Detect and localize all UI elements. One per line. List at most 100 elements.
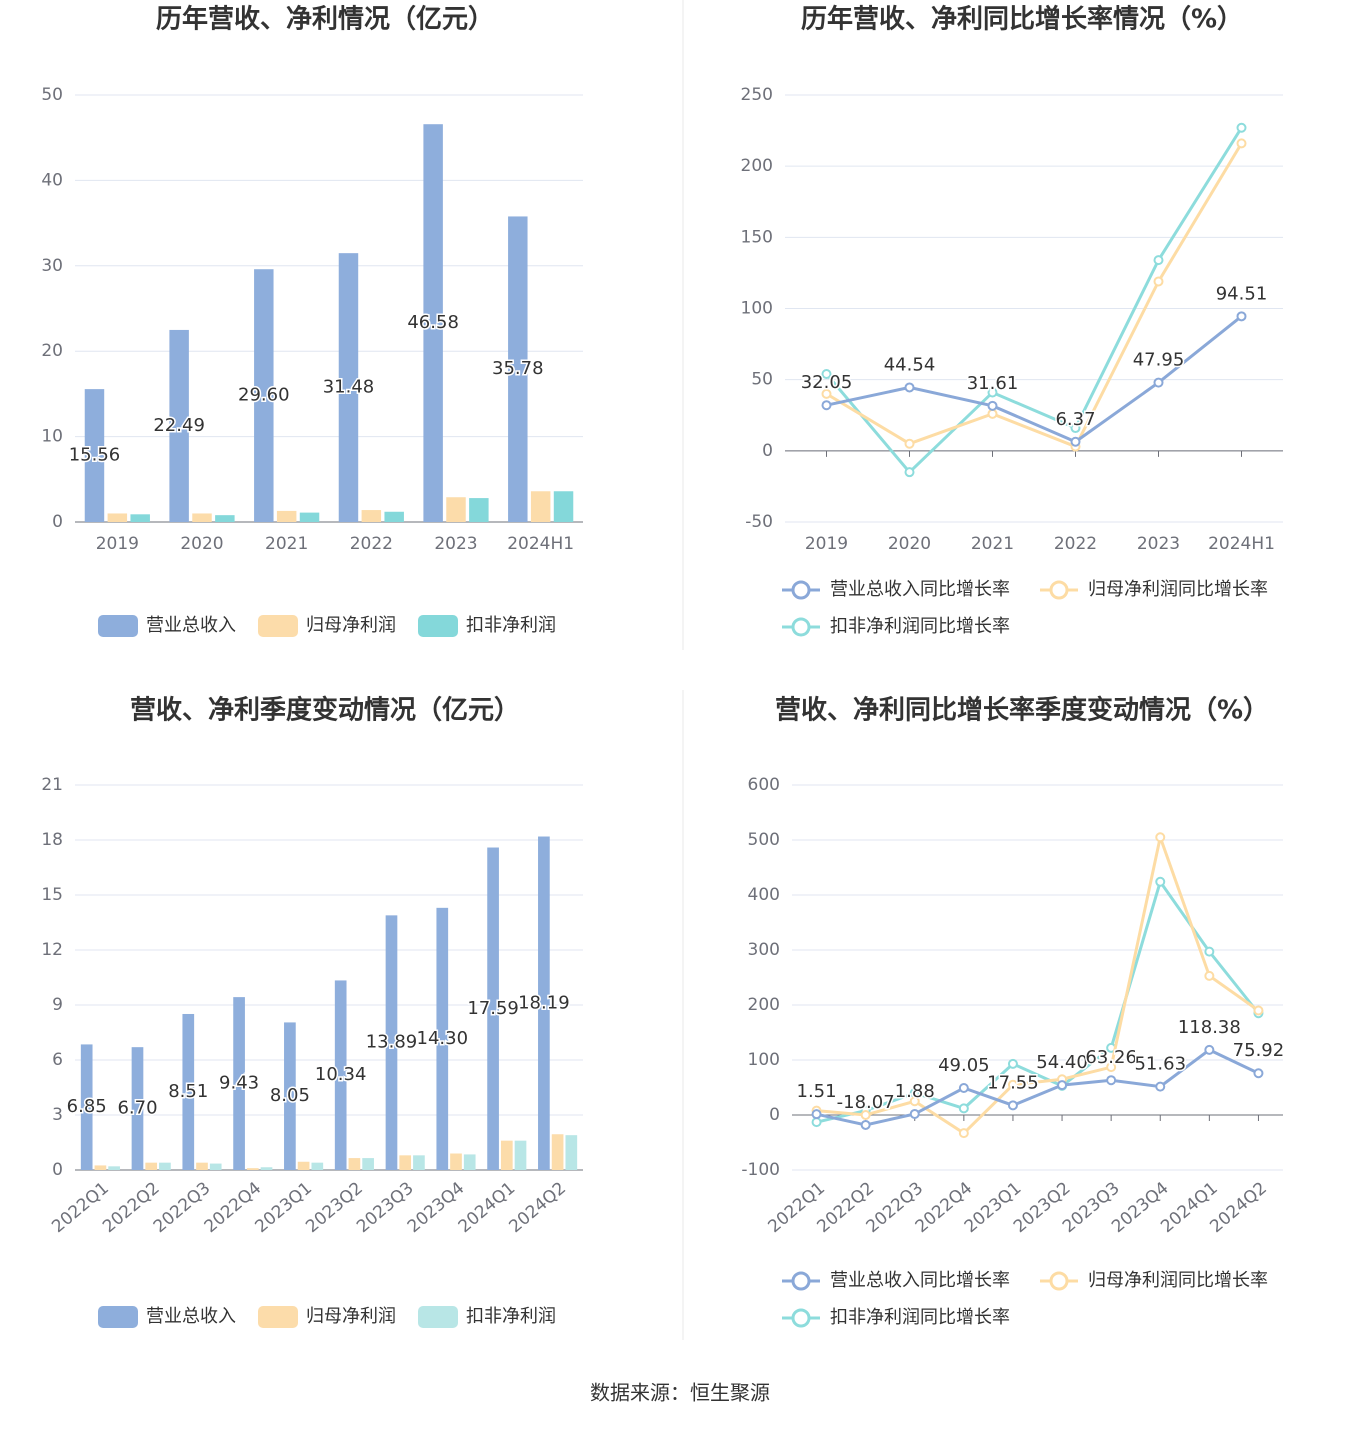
bar: [450, 1153, 462, 1170]
y-tick-label: 18: [41, 830, 63, 850]
bar: [530, 491, 551, 522]
legend-swatch: [1049, 580, 1069, 600]
y-tick-label: 200: [748, 995, 780, 1015]
legend-swatch: [98, 1306, 138, 1328]
y-tick-label: 250: [741, 85, 773, 105]
value-label: 8.51: [168, 1081, 208, 1102]
bar: [487, 847, 499, 1170]
point: [1007, 1079, 1018, 1090]
point: [811, 1117, 822, 1128]
value-label: 17.55: [987, 1072, 1039, 1093]
point: [821, 400, 832, 411]
x-tick-label: 2022Q1: [48, 1178, 113, 1237]
point: [1155, 876, 1166, 887]
y-tick-label: -50: [745, 512, 773, 532]
point: [1204, 970, 1215, 981]
bar: [254, 269, 274, 522]
x-tick-label: 2023Q2: [302, 1178, 367, 1237]
y-tick-label: 0: [52, 512, 63, 532]
point: [904, 467, 915, 478]
point: [958, 1128, 969, 1139]
bar: [94, 1165, 107, 1170]
value-label: 118.38: [1178, 1017, 1241, 1038]
y-tick-label: 50: [41, 85, 63, 105]
value-label: 31.48: [323, 377, 375, 398]
point: [904, 382, 915, 393]
point: [1106, 1075, 1117, 1086]
point: [987, 400, 998, 411]
bar: [514, 1140, 527, 1170]
bar: [413, 1155, 425, 1170]
chart-title: 营收、净利季度变动情况（亿元）: [130, 695, 520, 726]
x-tick-label: 2021: [971, 534, 1014, 554]
point: [1155, 832, 1166, 843]
y-tick-label: 100: [741, 299, 773, 319]
point: [987, 387, 998, 398]
legend-swatch: [791, 1271, 811, 1291]
bar: [209, 1163, 222, 1170]
x-tick-label: 2022Q3: [150, 1178, 215, 1237]
y-tick-label: 600: [748, 775, 780, 795]
y-tick-label: 30: [41, 256, 63, 276]
point: [1106, 1062, 1117, 1073]
legend-label: 扣非净利润同比增长率: [830, 616, 1010, 637]
chart-title: 营收、净利同比增长率季度变动情况（%）: [775, 695, 1269, 726]
point: [1070, 436, 1081, 447]
value-label: 47.95: [1133, 350, 1185, 371]
bar: [196, 1162, 208, 1170]
point: [958, 1083, 969, 1094]
point: [821, 368, 832, 379]
bar: [463, 1154, 476, 1170]
x-tick-label: 2022Q2: [99, 1178, 164, 1237]
value-label: 31.61: [967, 373, 1019, 394]
point: [1153, 255, 1164, 266]
value-label: 44.54: [884, 354, 936, 375]
point: [909, 1096, 920, 1107]
y-tick-label: 6: [52, 1050, 63, 1070]
point: [1007, 1058, 1018, 1069]
bar: [384, 511, 404, 522]
value-label: 8.05: [270, 1085, 310, 1106]
source: 数据来源：恒生聚源: [590, 1381, 770, 1405]
legend-label: 归母净利润同比增长率: [1088, 1270, 1268, 1291]
x-tick-label: 2024Q2: [505, 1178, 570, 1237]
y-tick-label: 40: [41, 170, 63, 190]
bar: [284, 1022, 296, 1170]
point: [1253, 1068, 1264, 1079]
bar: [84, 389, 105, 522]
value-label: 35.78: [492, 358, 544, 379]
x-tick-label: 2021: [265, 534, 308, 554]
x-tick-label: 2020: [180, 534, 223, 554]
bar: [80, 1044, 93, 1170]
bar: [385, 915, 398, 1170]
x-tick-label: 2024Q1: [455, 1178, 520, 1237]
point: [909, 1108, 920, 1119]
bar: [192, 513, 212, 522]
value-label: 15.56: [69, 445, 121, 466]
y-tick-label: 9: [52, 995, 63, 1015]
bar: [169, 329, 189, 522]
bar: [131, 1047, 144, 1170]
y-tick-label: 15: [41, 885, 63, 905]
value-label: 32.05: [801, 372, 853, 393]
line: [825, 142, 1243, 449]
x-tick-label: 2023Q3: [353, 1178, 418, 1237]
bar: [469, 498, 489, 522]
legend-label: 归母净利润: [306, 615, 396, 636]
value-label: 9.43: [219, 1073, 259, 1094]
legend-label: 营业总收入: [146, 1306, 236, 1327]
bar: [361, 510, 382, 522]
bar: [215, 515, 235, 522]
line: [816, 1048, 1260, 1127]
bar: [500, 1140, 513, 1170]
bar: [553, 491, 574, 522]
x-tick-label: 2019: [96, 534, 139, 554]
x-tick-label: 2023: [1137, 534, 1180, 554]
value-label: 75.92: [1233, 1040, 1285, 1061]
bar: [446, 497, 466, 522]
bar: [246, 1168, 259, 1170]
point: [904, 438, 915, 449]
value-label: 51.63: [1134, 1054, 1186, 1075]
value-label: 10.34: [315, 1064, 367, 1085]
